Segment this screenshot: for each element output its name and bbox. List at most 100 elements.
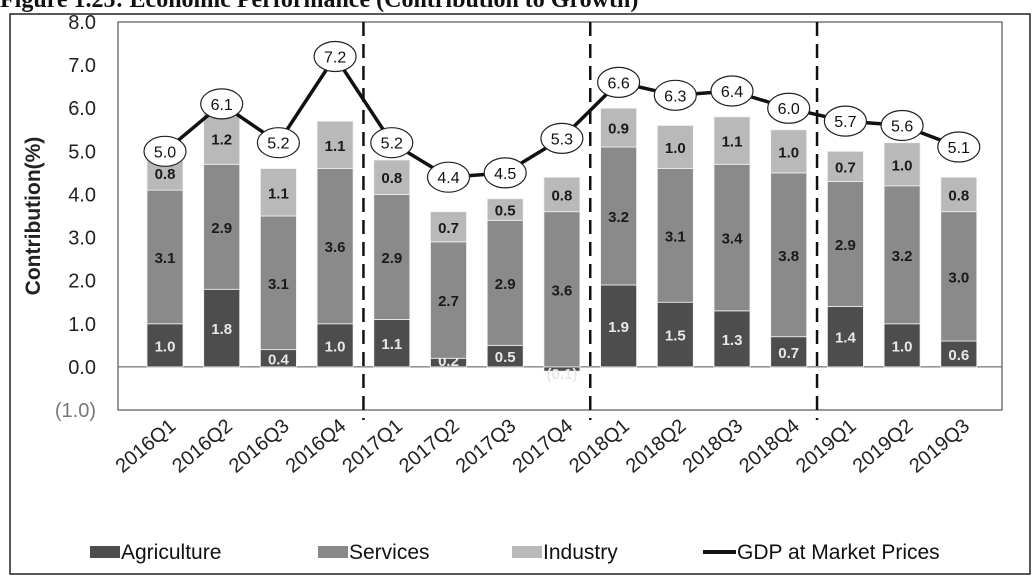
bar-label-services: 3.0 bbox=[948, 269, 969, 286]
gdp-point-marker bbox=[540, 122, 584, 154]
bar-agriculture-2018Q2 bbox=[656, 301, 694, 368]
x-tick-label: 2018Q2 bbox=[622, 415, 691, 478]
gdp-data-label: 6.6 bbox=[607, 75, 629, 92]
bar-services-2019Q3 bbox=[940, 211, 978, 342]
x-tick-label: 2017Q1 bbox=[338, 415, 407, 478]
bar-industry-2017Q2 bbox=[430, 211, 467, 243]
bar-label-industry: 1.1 bbox=[722, 134, 743, 151]
bar-agriculture-2018Q1 bbox=[600, 284, 637, 368]
y-tick-label: 5.0 bbox=[68, 141, 96, 163]
legend-swatch bbox=[512, 546, 542, 558]
bar-label-services: 2.9 bbox=[835, 237, 856, 254]
gdp-point-marker bbox=[256, 127, 300, 159]
bar-label-services: 2.9 bbox=[495, 276, 516, 293]
gdp-data-label: 6.1 bbox=[211, 97, 233, 114]
bar-label-agriculture: 0.4 bbox=[268, 351, 290, 368]
bar-label-industry: 1.0 bbox=[892, 157, 913, 174]
bar-label-services: 3.1 bbox=[155, 250, 176, 267]
x-tick-label: 2016Q2 bbox=[168, 415, 237, 478]
bar-label-industry: 0.9 bbox=[608, 121, 629, 138]
bar-label-services: 2.9 bbox=[381, 250, 402, 267]
legend-swatch bbox=[90, 546, 120, 558]
bar-label-agriculture: 1.0 bbox=[325, 338, 346, 355]
bar-label-industry: 0.7 bbox=[835, 159, 856, 176]
bar-industry-2016Q4 bbox=[316, 120, 354, 169]
x-tick-label: 2016Q4 bbox=[282, 415, 351, 478]
gdp-data-label: 5.7 bbox=[834, 114, 856, 131]
gdp-data-label: 6.4 bbox=[721, 84, 743, 101]
bar-services-2016Q3 bbox=[259, 215, 297, 351]
bar-services-2019Q2 bbox=[883, 185, 921, 325]
y-axis-title: Contribution(%) bbox=[22, 137, 45, 296]
bar-industry-2018Q2 bbox=[656, 125, 694, 169]
chart-frame bbox=[9, 13, 1031, 575]
bar-label-agriculture: (0.1) bbox=[546, 366, 577, 383]
bar-label-services: 3.4 bbox=[722, 231, 744, 248]
y-tick-label: 0.0 bbox=[68, 357, 96, 379]
bar-label-services: 3.1 bbox=[268, 276, 289, 293]
bar-label-services: 2.7 bbox=[438, 293, 459, 310]
y-tick-label: 4.0 bbox=[68, 184, 96, 206]
y-tick-label: 6.0 bbox=[68, 98, 96, 120]
x-tick-label: 2018Q4 bbox=[735, 415, 804, 478]
bar-label-agriculture: 1.8 bbox=[211, 321, 232, 338]
gdp-point-marker bbox=[143, 135, 187, 167]
gdp-point-marker bbox=[937, 131, 981, 163]
bar-services-2019Q1 bbox=[827, 181, 864, 307]
bar-industry-2019Q1 bbox=[827, 150, 864, 182]
bar-label-industry: 0.7 bbox=[438, 220, 459, 237]
gdp-data-label: 5.2 bbox=[267, 136, 289, 153]
bar-services-2016Q4 bbox=[316, 168, 354, 325]
bar-label-industry: 0.8 bbox=[551, 187, 572, 204]
legend-swatch bbox=[318, 546, 348, 558]
bar-label-industry: 0.5 bbox=[495, 203, 516, 220]
bar-services-2018Q1 bbox=[600, 146, 637, 286]
bar-label-industry: 1.0 bbox=[665, 140, 686, 157]
bar-industry-2018Q4 bbox=[770, 129, 808, 174]
bar-services-2017Q2 bbox=[430, 241, 467, 359]
legend-label: Agriculture bbox=[121, 541, 221, 564]
legend-label: GDP at Market Prices bbox=[737, 541, 940, 564]
x-tick-label: 2019Q3 bbox=[905, 415, 974, 478]
bar-industry-2019Q2 bbox=[883, 142, 921, 187]
bar-industry-2018Q3 bbox=[713, 116, 751, 165]
bar-agriculture-2017Q1 bbox=[373, 319, 411, 368]
gdp-data-label: 5.3 bbox=[551, 131, 573, 148]
bar-label-industry: 0.8 bbox=[155, 166, 176, 183]
bar-services-2017Q3 bbox=[486, 219, 524, 346]
bar-label-services: 3.2 bbox=[608, 209, 629, 226]
gdp-point-marker bbox=[880, 109, 924, 142]
gdp-data-label: 5.1 bbox=[948, 140, 970, 157]
bar-label-services: 3.1 bbox=[665, 228, 686, 245]
gdp-data-label: 6.3 bbox=[664, 88, 686, 105]
bar-label-services: 3.8 bbox=[778, 248, 799, 265]
bar-industry-2016Q3 bbox=[259, 168, 297, 217]
y-tick-label: (1.0) bbox=[55, 400, 96, 422]
x-tick-label: 2016Q1 bbox=[112, 415, 181, 478]
bar-industry-2019Q3 bbox=[940, 176, 978, 213]
bar-label-agriculture: 1.4 bbox=[835, 330, 857, 347]
gdp-point-marker bbox=[710, 75, 754, 107]
bar-agriculture-2019Q2 bbox=[883, 323, 921, 368]
bar-label-industry: 1.1 bbox=[325, 138, 346, 155]
bar-label-services: 3.6 bbox=[551, 282, 572, 299]
gdp-point-marker bbox=[370, 127, 414, 159]
plot-area-border bbox=[117, 21, 1003, 411]
y-tick-label: 7.0 bbox=[68, 55, 96, 77]
bar-agriculture-2016Q2 bbox=[203, 288, 241, 368]
y-tick-label: 3.0 bbox=[68, 228, 96, 250]
gdp-point-marker bbox=[426, 161, 471, 193]
x-tick-label: 2016Q3 bbox=[225, 415, 294, 478]
x-tick-label: 2018Q3 bbox=[679, 415, 748, 478]
gdp-data-label: 4.4 bbox=[437, 170, 459, 187]
bar-services-2017Q4 bbox=[543, 211, 581, 368]
bar-industry-2017Q4 bbox=[543, 176, 581, 213]
x-tick-label: 2017Q4 bbox=[508, 415, 577, 478]
bar-label-industry: 1.0 bbox=[778, 144, 799, 161]
bar-label-industry: 0.8 bbox=[381, 170, 402, 187]
bar-services-2018Q4 bbox=[770, 172, 808, 338]
bar-label-agriculture: 1.1 bbox=[381, 336, 402, 353]
gdp-point-marker bbox=[313, 40, 357, 73]
gdp-data-label: 5.2 bbox=[381, 136, 403, 153]
